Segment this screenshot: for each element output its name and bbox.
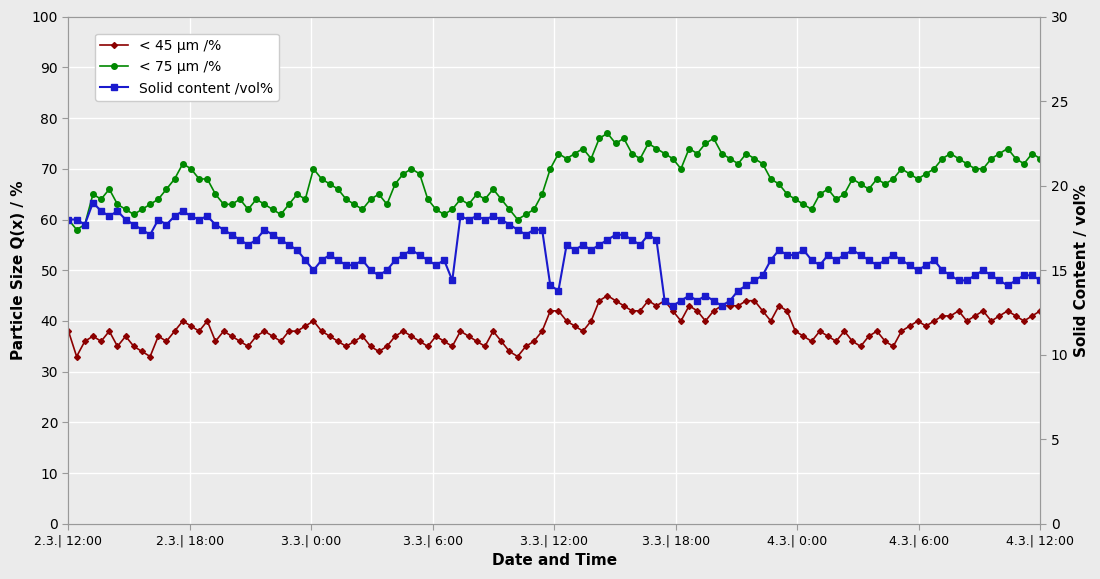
< 45 μm /% (601, 292, 614, 299)
Solid content /vol% (87, 199, 100, 206)
Solid content /vol% (62, 216, 75, 223)
Solid content /vol% (331, 256, 344, 263)
Solid content /vol% (274, 236, 287, 243)
< 75 μm /% (1018, 160, 1031, 167)
< 75 μm /% (617, 135, 630, 142)
< 75 μm /% (1034, 155, 1047, 162)
Y-axis label: Particle Size Q(x) / %: Particle Size Q(x) / % (11, 181, 26, 360)
Legend: < 45 μm /%, < 75 μm /%, Solid content /vol%: < 45 μm /%, < 75 μm /%, Solid content /v… (95, 34, 279, 101)
< 75 μm /% (846, 175, 859, 182)
< 45 μm /% (331, 338, 344, 345)
< 75 μm /% (70, 226, 84, 233)
< 45 μm /% (274, 338, 287, 345)
< 75 μm /% (62, 216, 75, 223)
Solid content /vol% (1034, 277, 1047, 284)
Solid content /vol% (748, 277, 761, 284)
< 45 μm /% (748, 297, 761, 304)
Solid content /vol% (667, 302, 680, 309)
Line: < 75 μm /%: < 75 μm /% (66, 130, 1043, 232)
< 45 μm /% (1018, 317, 1031, 324)
< 45 μm /% (617, 302, 630, 309)
Line: Solid content /vol%: Solid content /vol% (66, 200, 1043, 309)
Y-axis label: Solid Content / vol%: Solid Content / vol% (1074, 184, 1089, 357)
< 45 μm /% (846, 338, 859, 345)
< 45 μm /% (62, 328, 75, 335)
< 75 μm /% (274, 211, 287, 218)
Line: < 45 μm /%: < 45 μm /% (66, 294, 1043, 358)
< 45 μm /% (1034, 307, 1047, 314)
Solid content /vol% (846, 247, 859, 254)
Solid content /vol% (609, 231, 623, 238)
< 75 μm /% (601, 130, 614, 137)
Solid content /vol% (1018, 272, 1031, 279)
< 75 μm /% (331, 186, 344, 193)
X-axis label: Date and Time: Date and Time (492, 553, 617, 568)
< 45 μm /% (70, 353, 84, 360)
< 75 μm /% (748, 155, 761, 162)
